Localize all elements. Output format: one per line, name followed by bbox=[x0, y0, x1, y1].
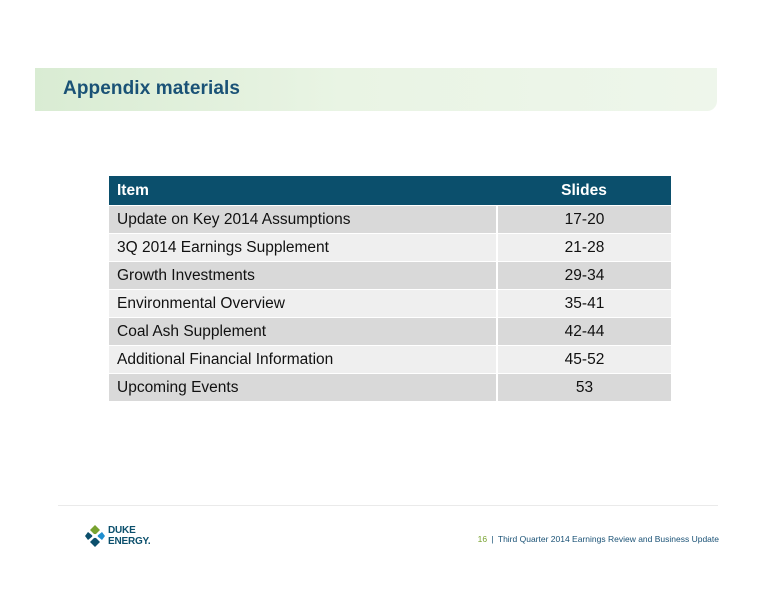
row-slides: 42-44 bbox=[497, 317, 671, 346]
row-item: 3Q 2014 Earnings Supplement bbox=[109, 233, 498, 262]
row-item: Coal Ash Supplement bbox=[109, 317, 498, 346]
table-row: Coal Ash Supplement 42-44 bbox=[109, 317, 671, 346]
duke-energy-logo: DUKE ENERGY. bbox=[84, 524, 164, 550]
document-title: Third Quarter 2014 Earnings Review and B… bbox=[497, 534, 719, 544]
table-row: Environmental Overview 35-41 bbox=[109, 289, 671, 318]
logo-wordmark-line2: ENERGY. bbox=[108, 536, 151, 547]
logo-wordmark-line1: DUKE bbox=[108, 525, 136, 536]
table-header-row: Item Slides bbox=[109, 176, 671, 206]
row-item: Additional Financial Information bbox=[109, 345, 498, 374]
appendix-table: Item Slides Update on Key 2014 Assumptio… bbox=[109, 176, 671, 402]
title-band: Appendix materials bbox=[35, 68, 717, 111]
row-slides: 45-52 bbox=[497, 345, 671, 374]
duke-energy-logo-icon bbox=[85, 525, 105, 547]
row-slides: 29-34 bbox=[497, 261, 671, 290]
footer-divider bbox=[58, 505, 718, 506]
footer-separator: | bbox=[491, 534, 494, 544]
row-slides: 21-28 bbox=[497, 233, 671, 262]
row-slides: 17-20 bbox=[497, 205, 671, 234]
row-slides: 53 bbox=[497, 373, 671, 402]
row-item: Update on Key 2014 Assumptions bbox=[109, 205, 498, 234]
column-header-slides: Slides bbox=[497, 176, 671, 206]
page-number: 16 bbox=[477, 534, 488, 544]
table-row: Growth Investments 29-34 bbox=[109, 261, 671, 290]
table-row: Additional Financial Information 45-52 bbox=[109, 345, 671, 374]
row-item: Growth Investments bbox=[109, 261, 498, 290]
footer-caption: 16 | Third Quarter 2014 Earnings Review … bbox=[478, 534, 719, 544]
table-row: Upcoming Events 53 bbox=[109, 373, 671, 402]
page-title: Appendix materials bbox=[63, 78, 241, 99]
column-header-item: Item bbox=[109, 176, 497, 206]
row-slides: 35-41 bbox=[497, 289, 671, 318]
table-row: Update on Key 2014 Assumptions 17-20 bbox=[109, 205, 671, 234]
row-item: Upcoming Events bbox=[109, 373, 498, 402]
table-row: 3Q 2014 Earnings Supplement 21-28 bbox=[109, 233, 671, 262]
row-item: Environmental Overview bbox=[109, 289, 498, 318]
